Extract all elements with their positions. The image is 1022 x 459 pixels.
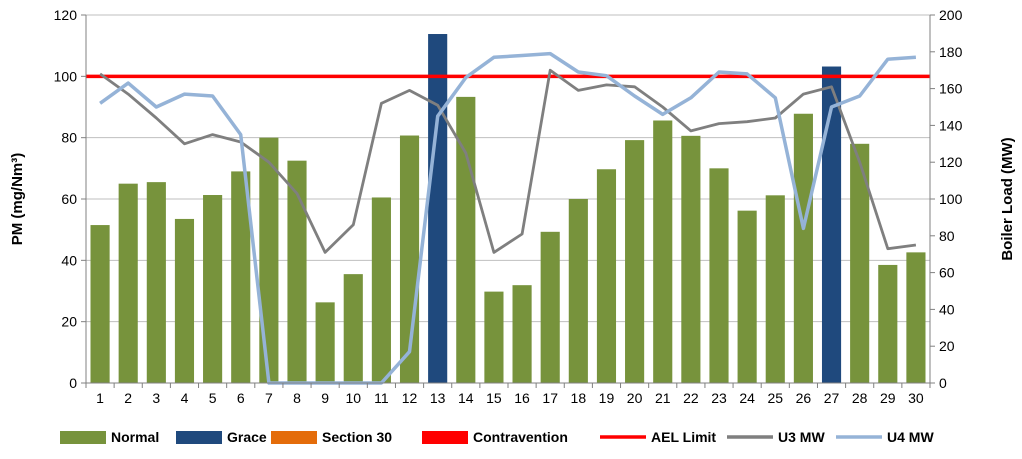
bar-normal	[146, 182, 166, 383]
y-tick-label: 80	[61, 130, 77, 146]
y2-tick-label: 60	[939, 265, 955, 281]
bar-normal	[118, 183, 138, 383]
x-tick-label: 3	[152, 390, 160, 406]
x-tick-label: 12	[402, 390, 418, 406]
x-tick-label: 10	[345, 390, 361, 406]
y-axis-title: PM (mg/Nm³)	[9, 153, 26, 246]
x-tick-label: 4	[181, 390, 189, 406]
bar-normal	[765, 195, 785, 383]
x-tick-label: 7	[265, 390, 273, 406]
u4-mw-line	[99, 51, 917, 385]
bar-grace	[428, 34, 448, 383]
y2-tick-label: 120	[939, 154, 963, 170]
x-tick-label: 30	[908, 390, 924, 406]
y-tick-label: 0	[69, 375, 77, 391]
y2-tick-label: 100	[939, 191, 963, 207]
legend-normal-swatch	[60, 431, 106, 444]
bar-normal	[568, 199, 588, 383]
legend-grace-label: Grace	[227, 429, 267, 445]
x-tick-label: 28	[852, 390, 868, 406]
bar-normal	[681, 135, 701, 383]
legend-section-30-label: Section 30	[322, 429, 392, 445]
x-tick-label: 25	[767, 390, 783, 406]
x-tick-label: 14	[458, 390, 474, 406]
x-tick-label: 23	[711, 390, 727, 406]
x-tick-label: 17	[542, 390, 558, 406]
bar-normal	[90, 225, 110, 383]
y2-tick-label: 200	[939, 7, 963, 23]
bar-normal	[850, 143, 870, 383]
x-tick-label: 11	[374, 390, 389, 406]
x-tick-label: 1	[96, 390, 104, 406]
x-tick-label: 5	[209, 390, 217, 406]
bar-normal	[231, 171, 251, 383]
x-tick-label: 18	[571, 390, 587, 406]
x-tick-label: 8	[293, 390, 301, 406]
bar-normal	[906, 252, 926, 383]
x-tick-label: 21	[655, 390, 671, 406]
bar-normal	[484, 291, 504, 383]
x-tick-label: 29	[880, 390, 896, 406]
bar-normal	[737, 210, 757, 383]
bar-normal	[343, 274, 363, 383]
y2-tick-label: 40	[939, 301, 955, 317]
bar-normal	[793, 113, 813, 383]
bar-normal	[259, 137, 279, 383]
bars	[90, 34, 926, 384]
legend-u3-mw-label: U3 MW	[778, 429, 825, 445]
y2-tick-label: 20	[939, 338, 955, 354]
y2-tick-label: 180	[939, 44, 963, 60]
u3-mw-line	[99, 68, 917, 254]
x-tick-label: 26	[796, 390, 812, 406]
x-tick-label: 22	[683, 390, 699, 406]
bar-normal	[653, 120, 673, 383]
y-tick-label: 120	[54, 7, 78, 23]
bar-normal	[625, 140, 645, 383]
legend-grace-swatch	[176, 431, 222, 444]
x-tick-label: 19	[599, 390, 615, 406]
bar-normal	[540, 231, 560, 383]
x-tick-label: 2	[124, 390, 132, 406]
x-tick-label: 9	[321, 390, 329, 406]
y-tick-label: 20	[61, 314, 77, 330]
bar-normal	[174, 218, 195, 383]
bar-normal	[878, 264, 898, 383]
x-tick-label: 6	[237, 390, 245, 406]
y2-tick-label: 0	[939, 375, 947, 391]
legend-contravention-swatch	[422, 431, 468, 444]
legend: Normal Grace Section 30 Contravention AEL Li…	[60, 429, 934, 445]
bar-normal	[371, 197, 391, 383]
bar-normal	[287, 160, 307, 383]
y-tick-label: 60	[61, 191, 77, 207]
x-tick-label: 13	[430, 390, 446, 406]
y2-tick-label: 140	[939, 117, 963, 133]
y2-axis-title: Boiler Load (MW)	[999, 137, 1016, 260]
legend-u4-mw-label: U4 MW	[887, 429, 934, 445]
bar-grace	[821, 66, 842, 384]
y2-tick-label: 80	[939, 228, 955, 244]
legend-ael-limit-label: AEL Limit	[651, 429, 716, 445]
axes: 0204060801001200204060801001201401601802…	[54, 7, 963, 406]
lines	[86, 51, 930, 385]
bar-normal	[315, 302, 335, 383]
y2-tick-label: 160	[939, 81, 963, 97]
bar-normal	[596, 169, 617, 383]
x-tick-label: 20	[627, 390, 643, 406]
legend-section-30-swatch	[271, 431, 317, 444]
x-tick-label: 16	[514, 390, 530, 406]
bar-normal	[709, 168, 729, 383]
bar-normal	[512, 285, 532, 383]
x-tick-label: 15	[486, 390, 502, 406]
legend-normal-label: Normal	[111, 429, 159, 445]
x-tick-label: 27	[824, 390, 840, 406]
bar-normal	[203, 195, 223, 383]
y-tick-label: 40	[61, 252, 77, 268]
legend-contravention-label: Contravention	[473, 429, 568, 445]
y-tick-label: 100	[54, 68, 78, 84]
x-tick-label: 24	[739, 390, 755, 406]
